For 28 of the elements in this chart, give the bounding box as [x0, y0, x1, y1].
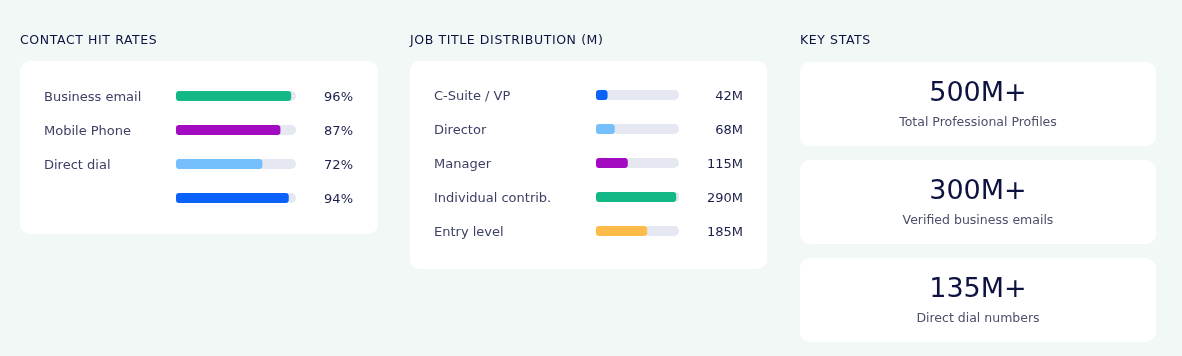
- y-tick-label: Manager: [434, 155, 492, 171]
- data-label: 87%: [324, 122, 353, 138]
- bar: [596, 192, 677, 202]
- text: 135M+: [928, 272, 1028, 304]
- y-tick-label: Individual contrib.: [434, 189, 552, 205]
- y-tick-label: Direct dial: [44, 156, 111, 172]
- text: 500M+: [928, 76, 1028, 108]
- y-tick-label: C-Suite / VP: [434, 87, 511, 103]
- y-tick-label: Business email: [44, 88, 142, 104]
- y-tick-label: Mobile Phone: [44, 122, 132, 138]
- data-label: 42M: [715, 87, 743, 103]
- data-label: 96%: [324, 88, 353, 104]
- text: Total Professional Profiles: [898, 114, 1058, 129]
- data-label: 115M: [706, 155, 743, 171]
- text: KEY STATS: [800, 32, 871, 47]
- data-label: 72%: [324, 156, 353, 172]
- data-label: 290M: [706, 189, 743, 205]
- text: Verified business emails: [901, 212, 1055, 227]
- chart-title: JOB TITLE DISTRIBUTION (M): [410, 32, 604, 47]
- data-label: 68M: [715, 121, 743, 137]
- text: Direct dial numbers: [915, 310, 1041, 325]
- y-tick-label: Director: [434, 121, 487, 137]
- chart-title: CONTACT HIT RATES: [20, 32, 158, 47]
- data-label: 94%: [324, 190, 353, 206]
- data-label: 185M: [706, 223, 743, 239]
- bar: [596, 124, 615, 134]
- y-tick-label: Entry level: [434, 223, 504, 239]
- text: 300M+: [928, 174, 1028, 206]
